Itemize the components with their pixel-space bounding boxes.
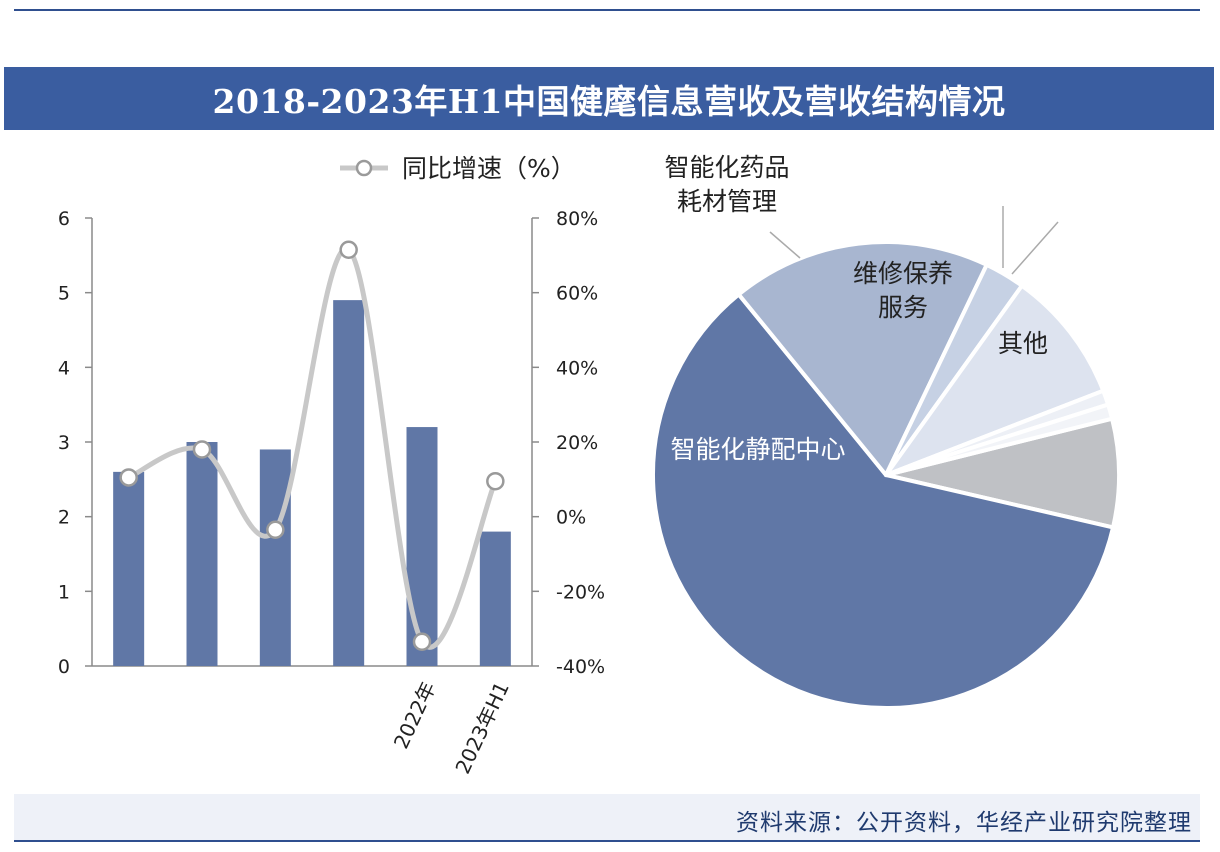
- pie-slice: [736, 240, 989, 477]
- growth-point: [339, 240, 358, 259]
- legend-marker: [355, 159, 373, 177]
- pie-label-maintenance: 维修保养服务: [853, 259, 953, 322]
- chart-title: 2018-2023年H1中国健麾信息营收及营收结构情况: [4, 67, 1214, 130]
- left-tick-label: 5: [58, 283, 70, 305]
- bar: [333, 300, 365, 666]
- pie-label-maintenance-line1: 维修保养: [853, 259, 953, 288]
- pie-label-drug-management-line1: 智能化药品: [664, 153, 789, 182]
- pie-slice: [884, 402, 1115, 477]
- right-tick-label: 40%: [556, 357, 598, 379]
- source-note: 资料来源：公开资料，华经产业研究院整理: [736, 810, 1192, 836]
- left-tick-label: 6: [58, 208, 70, 230]
- right-tick-label: 0%: [556, 507, 586, 529]
- leader-line-small-2: [1011, 221, 1059, 275]
- bar: [186, 442, 218, 666]
- bar: [479, 531, 511, 666]
- growth-point: [266, 520, 285, 539]
- bottom-border: [14, 840, 1200, 842]
- growth-point: [486, 471, 505, 491]
- category-label: 2022年: [389, 678, 441, 752]
- growth-line: [126, 246, 498, 650]
- right-tick-label: -40%: [556, 656, 605, 678]
- pie-label-other: 其他: [998, 329, 1048, 358]
- right-tick-label: 20%: [556, 432, 598, 454]
- category-label: 2023年H1: [450, 678, 513, 778]
- growth-point: [119, 468, 138, 487]
- right-tick-label: -20%: [556, 581, 605, 603]
- left-tick-label: 4: [58, 357, 70, 379]
- right-tick-label: 80%: [556, 208, 598, 230]
- pie-slice: [884, 283, 1106, 477]
- pie-label-iv-center: 智能化静配中心: [670, 435, 845, 464]
- growth-point: [192, 440, 212, 459]
- pie-label-maintenance-line2: 服务: [878, 293, 928, 322]
- left-tick-label: 2: [58, 507, 70, 529]
- growth-point: [412, 632, 432, 651]
- bar: [113, 471, 145, 666]
- bar: [406, 427, 438, 666]
- bar: [259, 449, 291, 666]
- pie-label-drug-management: 智能化药品耗材管理: [664, 153, 789, 216]
- right-tick-label: 60%: [556, 283, 598, 305]
- pie-slice: [884, 416, 1121, 530]
- top-border: [14, 9, 1200, 11]
- left-tick-label: 3: [58, 432, 70, 454]
- pie-slice: [651, 292, 1116, 710]
- leader-line-drug: [769, 231, 801, 259]
- legend-label: 同比增速（%）: [402, 154, 576, 183]
- source-bar: [14, 794, 1200, 840]
- pie-label-drug-management-line2: 耗材管理: [677, 187, 777, 216]
- left-tick-label: 0: [58, 656, 70, 678]
- left-tick-label: 1: [58, 581, 70, 603]
